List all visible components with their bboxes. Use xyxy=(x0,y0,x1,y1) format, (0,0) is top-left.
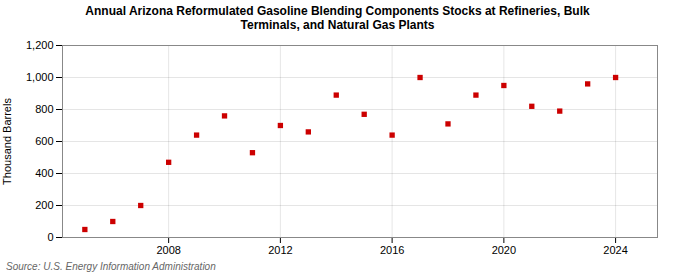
html-text:Annual Arizona Reformulated Ga: Annual Arizona Reformulated Gasoline Ble… xyxy=(85,4,590,33)
svg-text:1,200: 1,200 xyxy=(26,39,54,51)
svg-text:2020: 2020 xyxy=(492,244,516,256)
svg-text:2024: 2024 xyxy=(603,244,627,256)
html-text:Source: U.S. Energy Informatio: Source: U.S. Energy Information Administ… xyxy=(6,260,216,272)
svg-text:1,000: 1,000 xyxy=(26,71,54,83)
svg-text:0: 0 xyxy=(47,231,53,243)
svg-text:2008: 2008 xyxy=(156,244,180,256)
svg-text:2012: 2012 xyxy=(268,244,292,256)
svg-text:800: 800 xyxy=(35,103,53,115)
svg-text:600: 600 xyxy=(35,135,53,147)
svg-text:400: 400 xyxy=(35,167,53,179)
svg-text:Thousand Barrels: Thousand Barrels xyxy=(1,97,13,184)
svg-text:200: 200 xyxy=(35,199,53,211)
svg-text:2016: 2016 xyxy=(380,244,404,256)
